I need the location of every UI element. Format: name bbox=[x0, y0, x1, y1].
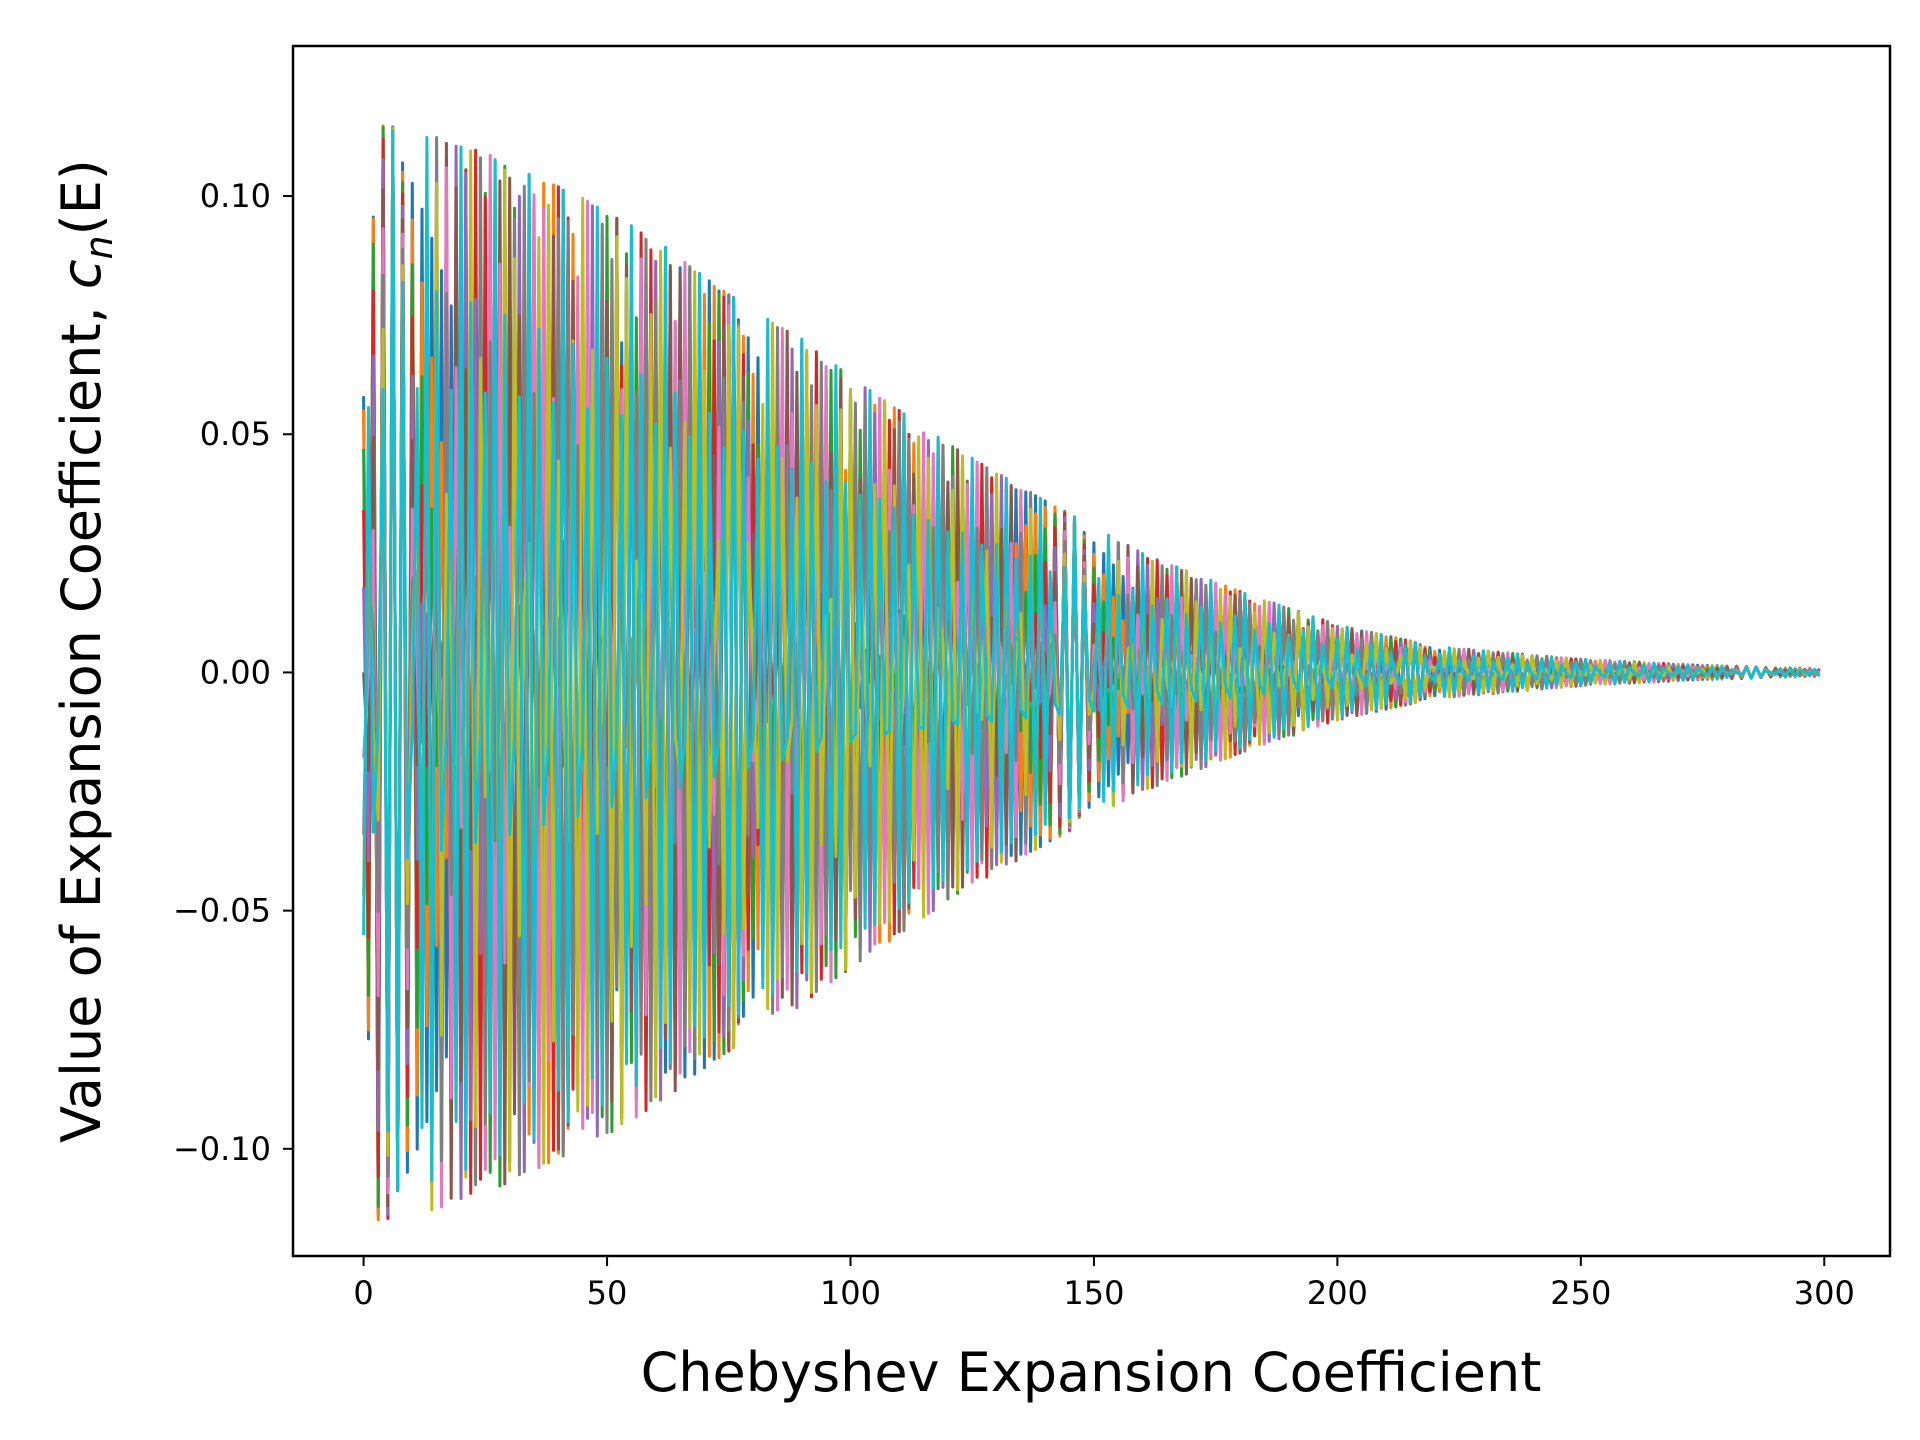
series-line bbox=[362, 129, 1821, 1191]
x-tick-label: 150 bbox=[1063, 1274, 1124, 1312]
x-tick-label: 0 bbox=[353, 1274, 373, 1312]
series-layer bbox=[362, 124, 1821, 1222]
y-axis-label: Value of Expansion Coefficient, cn(E) bbox=[50, 159, 121, 1143]
x-axis-label: Chebyshev Expansion Coefficient bbox=[641, 1341, 1542, 1404]
x-tick-label: 100 bbox=[820, 1274, 881, 1312]
y-tick-label: 0.05 bbox=[200, 415, 271, 453]
x-tick-label: 300 bbox=[1794, 1274, 1855, 1312]
y-axis: −0.10 −0.05 0.00 0.05 0.10 bbox=[173, 177, 293, 1168]
x-tick-label: 50 bbox=[587, 1274, 628, 1312]
x-tick-label: 250 bbox=[1550, 1274, 1611, 1312]
plot-frame bbox=[291, 44, 1892, 1258]
x-tick-label: 200 bbox=[1307, 1274, 1368, 1312]
y-tick-label: −0.05 bbox=[173, 892, 271, 930]
y-tick-label: 0.00 bbox=[200, 653, 271, 691]
y-tick-label: 0.10 bbox=[200, 177, 271, 215]
x-axis: 0 50 100 150 200 250 300 bbox=[353, 1256, 1855, 1312]
y-tick-label: −0.10 bbox=[173, 1130, 271, 1168]
